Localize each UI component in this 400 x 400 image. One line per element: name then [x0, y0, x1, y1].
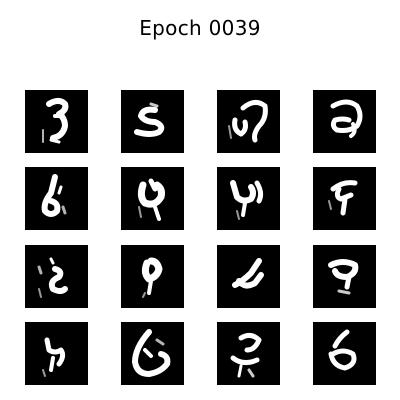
sample-tile: [313, 245, 376, 308]
sample-tile: [217, 90, 280, 153]
figure-title: Epoch 0039: [139, 16, 261, 40]
sample-tile: [121, 167, 184, 230]
sample-tile: [121, 90, 184, 153]
sample-tile: [25, 167, 88, 230]
sample-tile: [25, 90, 88, 153]
sample-tile: [121, 245, 184, 308]
sample-tile: [313, 90, 376, 153]
sample-tile: [217, 245, 280, 308]
sample-tile: [313, 167, 376, 230]
sample-tile: [313, 322, 376, 385]
sample-tile: [121, 322, 184, 385]
sample-tile: [25, 322, 88, 385]
sample-tile: [217, 322, 280, 385]
sample-tile: [25, 245, 88, 308]
sample-tile: [217, 167, 280, 230]
